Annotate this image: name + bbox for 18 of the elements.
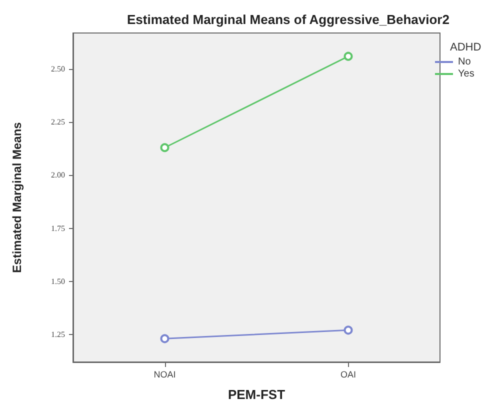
point xyxy=(344,326,353,335)
y-tick-label: 1.75 xyxy=(51,224,65,233)
y-axis-title: Estimated Marginal Means xyxy=(10,122,24,273)
point xyxy=(344,52,353,61)
y-tick-label: 2.00 xyxy=(51,170,65,180)
x-axis-title: PEM-FST xyxy=(228,387,286,402)
point xyxy=(160,143,170,152)
x-tick-label: NOAI xyxy=(154,370,176,380)
y-tick-label: 2.25 xyxy=(51,118,65,127)
point xyxy=(160,334,170,344)
y-tick-label: 1.50 xyxy=(51,276,65,286)
y-tick-label: 2.50 xyxy=(51,64,65,74)
x-tick-label: OAI xyxy=(340,370,356,380)
legend-label: Yes xyxy=(458,68,474,80)
legend-label: No xyxy=(458,56,472,68)
chart-title: Estimated Marginal Means of Aggressive_Behavior2 xyxy=(127,12,450,27)
y-tick-label: 1.25 xyxy=(51,330,65,339)
legend-title: ADHD xyxy=(450,42,482,54)
